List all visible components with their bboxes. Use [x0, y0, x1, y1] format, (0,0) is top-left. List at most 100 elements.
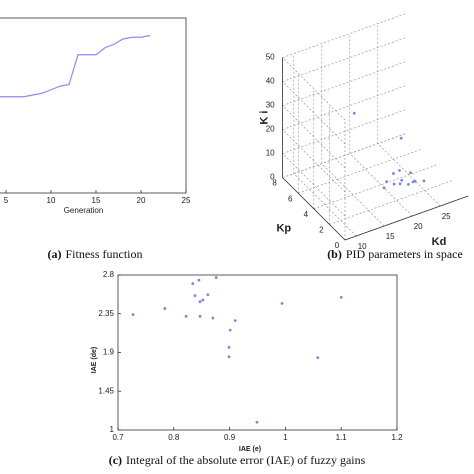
- kd-tick-label: 15: [386, 232, 395, 241]
- y-tick-label: 1.45: [98, 386, 114, 395]
- kd-tick-label: 10: [358, 242, 367, 251]
- caption-text: Fitness function: [66, 247, 143, 261]
- point: [198, 314, 202, 318]
- kp-tick-label: 6: [288, 194, 293, 203]
- point: [407, 183, 410, 186]
- point: [409, 171, 412, 175]
- x-tick-label: 10: [47, 196, 56, 205]
- ki-axis-label: K i: [259, 111, 271, 125]
- point: [398, 182, 402, 186]
- box-edge: [344, 195, 469, 241]
- floor-grid-line: [298, 148, 422, 194]
- point: [352, 111, 356, 115]
- floor-grid-line: [349, 153, 413, 217]
- fitness-line: [0, 34, 151, 98]
- point: [131, 313, 135, 317]
- point: [339, 295, 343, 299]
- kp-tick-label: 8: [272, 179, 277, 188]
- x-tick-label: 0.9: [224, 433, 236, 442]
- kp-tick-label: 4: [304, 210, 309, 219]
- point: [398, 169, 401, 172]
- kd-tick-label: 25: [442, 212, 451, 221]
- point: [193, 294, 197, 298]
- wall-grid-line: [282, 81, 346, 145]
- point: [316, 356, 320, 360]
- x-tick-label: 1: [283, 433, 288, 442]
- point: [392, 182, 396, 186]
- floor-grid-line: [377, 143, 441, 207]
- wall-grid-line: [282, 57, 346, 121]
- point: [255, 420, 259, 424]
- point: [227, 345, 231, 349]
- point: [280, 302, 284, 305]
- x-tick-label: 1.2: [391, 433, 403, 442]
- caption: (a) Fitness function: [48, 247, 143, 261]
- ki-tick-label: 40: [266, 77, 275, 86]
- box-edge: [282, 177, 346, 241]
- x-axis-label: Generation: [64, 206, 104, 215]
- caption-text: PID parameters in space: [346, 247, 463, 261]
- wall-grid-line: [282, 13, 406, 58]
- caption-label: (c): [109, 453, 122, 467]
- point: [413, 179, 417, 183]
- ki-tick-label: 30: [266, 101, 275, 110]
- wall-grid-line: [282, 129, 346, 193]
- point: [197, 278, 201, 282]
- point: [233, 319, 237, 323]
- floor-grid-line: [313, 164, 438, 210]
- point: [201, 298, 205, 302]
- x-axis-label: IAE (e): [239, 446, 261, 453]
- point: [184, 314, 188, 318]
- point: [399, 136, 403, 140]
- point: [422, 179, 426, 183]
- wall-grid-line: [282, 153, 346, 217]
- point: [411, 180, 415, 184]
- kd-axis-label: Kd: [432, 236, 447, 248]
- wall-grid-line: [282, 37, 406, 82]
- wall-grid-line: [282, 61, 406, 106]
- ki-tick-label: 10: [266, 149, 275, 158]
- point: [198, 300, 202, 304]
- y-tick-label: 2.35: [98, 309, 114, 318]
- point: [191, 282, 195, 286]
- point: [211, 316, 215, 320]
- floor-grid-line: [321, 163, 385, 227]
- x-tick-label: 1.1: [336, 433, 348, 442]
- kp-tick-label: 2: [319, 226, 324, 235]
- caption-label: (b): [327, 247, 342, 261]
- point: [227, 355, 231, 359]
- kd-tick-label: 20: [414, 222, 423, 231]
- kp-tick-label: 0: [335, 241, 340, 250]
- x-tick-label: 5: [4, 196, 9, 205]
- x-tick-label: 25: [182, 196, 191, 205]
- wall-grid-line: [282, 109, 406, 154]
- ki-tick-label: 0: [270, 173, 275, 182]
- wall-grid-line: [282, 105, 346, 169]
- point: [214, 276, 218, 279]
- caption: (c) Integral of the absolute error (IAE) …: [109, 453, 366, 467]
- kp-axis-label: Kp: [276, 223, 291, 235]
- floor-grid-line: [329, 180, 453, 225]
- point: [228, 328, 232, 332]
- plot-frame: [117, 274, 398, 431]
- plot-frame: [0, 17, 187, 194]
- y-tick-label: 2.8: [103, 270, 115, 279]
- y-axis-label: IAE (de): [91, 347, 98, 373]
- x-tick-label: 20: [137, 196, 146, 205]
- point: [400, 178, 404, 182]
- caption-text: Integral of the absolute error (IAE) of …: [126, 453, 366, 467]
- y-tick-label: 1: [110, 425, 115, 434]
- x-tick-label: 0.7: [112, 433, 124, 442]
- ki-tick-label: 20: [266, 125, 275, 134]
- point: [382, 186, 386, 190]
- point: [163, 307, 167, 310]
- x-tick-label: 0.8: [168, 433, 180, 442]
- point: [206, 293, 210, 297]
- point: [385, 180, 388, 184]
- wall-grid-line: [282, 133, 406, 178]
- y-tick-label: 1.9: [103, 348, 115, 357]
- floor-grid-line: [293, 173, 357, 237]
- caption: (b) PID parameters in space: [327, 247, 463, 261]
